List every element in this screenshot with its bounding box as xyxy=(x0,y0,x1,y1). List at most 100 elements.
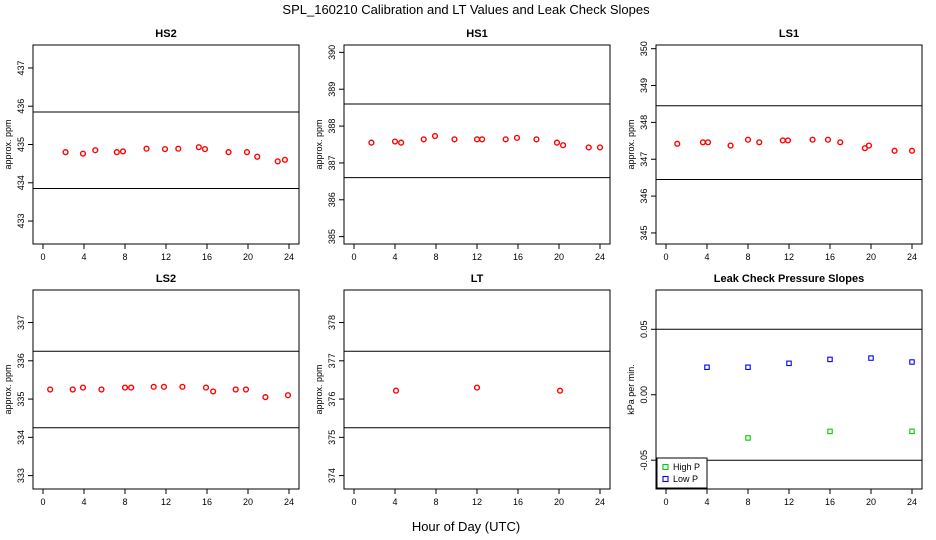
ls2-x-tick-label: 16 xyxy=(202,497,212,507)
hs2-point xyxy=(113,149,120,156)
lt-y-tick-label: 376 xyxy=(327,392,337,407)
hs2-x-tick-label: 0 xyxy=(40,252,45,262)
ls2-plot-frame xyxy=(32,289,300,490)
ls1-point xyxy=(908,147,916,154)
ls2-point xyxy=(210,388,217,395)
lt-x-tick-label: 16 xyxy=(513,497,523,507)
figure-title: SPL_160210 Calibration and LT Values and… xyxy=(282,2,650,17)
hs2-point xyxy=(92,147,99,154)
hs1-point xyxy=(559,142,567,149)
ls1-point xyxy=(837,139,844,146)
hs1-x-tick-label: 4 xyxy=(392,252,397,262)
ls1-point xyxy=(699,139,707,146)
ls1-x-tick-label: 16 xyxy=(825,252,835,262)
hs1-point xyxy=(473,136,481,143)
hs2-point xyxy=(195,144,202,151)
hs2-y-tick-label: 434 xyxy=(16,175,26,190)
hs1-point xyxy=(368,139,375,146)
hs1-point xyxy=(502,136,509,143)
leak-legend: High P Low P xyxy=(656,457,708,489)
lt-y-tick-label: 377 xyxy=(327,353,337,368)
ls2-x-tick-label: 8 xyxy=(122,497,127,507)
hs2-y-tick-label: 435 xyxy=(16,137,26,152)
lt-x-tick-label: 8 xyxy=(433,497,438,507)
ls2-point xyxy=(179,383,186,390)
ls2-title: LS2 xyxy=(156,273,176,285)
ls1-point xyxy=(727,142,734,149)
ls2-point xyxy=(128,384,135,391)
hs2-point xyxy=(201,145,209,153)
legend-label-high-p: High P xyxy=(673,462,700,472)
ls2-x-tick-label: 12 xyxy=(161,497,171,507)
lt-x-tick-label: 20 xyxy=(554,497,564,507)
ls1-point xyxy=(744,136,752,143)
hs2-point xyxy=(225,149,232,156)
hs1-y-tick-label: 385 xyxy=(327,229,337,244)
hs1-point xyxy=(596,144,604,151)
leak-y-axis-label: kPa per min. xyxy=(626,364,636,415)
hs1-point xyxy=(391,138,399,145)
ls1-point xyxy=(779,137,786,144)
hs1-title: HS1 xyxy=(466,28,487,40)
hs1-point xyxy=(513,134,521,141)
hs1-y-tick-label: 390 xyxy=(327,45,337,60)
figure-x-label: Hour of Day (UTC) xyxy=(412,519,520,534)
hs2-title: HS2 xyxy=(155,28,176,40)
hs1-point xyxy=(431,132,439,140)
hs2-point xyxy=(175,145,182,152)
hs1-point xyxy=(479,136,486,143)
lt-x-tick-label: 0 xyxy=(351,497,356,507)
hs2-x-tick-label: 24 xyxy=(284,252,294,262)
ls2-x-tick-label: 24 xyxy=(284,497,294,507)
hs1-plot-frame xyxy=(343,44,611,245)
legend-label-low-p: Low P xyxy=(673,474,698,484)
ls1-point xyxy=(809,136,816,143)
leak-point-low-p xyxy=(827,356,833,363)
ls1-y-tick-label: 349 xyxy=(639,78,649,93)
ls2-point xyxy=(79,384,87,391)
ls1-point xyxy=(865,142,873,149)
panels: HS2 0 4 8 12 16 20 24 433 434 435 436 437 approx. ppm… xyxy=(3,28,923,507)
ls1-point xyxy=(824,136,832,143)
hs2-point xyxy=(281,156,289,163)
hs1-x-tick-label: 0 xyxy=(351,252,356,262)
leak-point-low-p xyxy=(786,360,792,367)
ls2-y-tick-label: 337 xyxy=(16,315,26,330)
hs1-x-tick-label: 20 xyxy=(554,252,564,262)
lt-x-tick-label: 12 xyxy=(472,497,482,507)
ls2-point xyxy=(284,392,292,399)
hs2-x-tick-label: 4 xyxy=(81,252,86,262)
ls2-point xyxy=(262,394,269,401)
ls2-point xyxy=(121,384,129,391)
lt-y-tick-label: 375 xyxy=(327,430,337,445)
leak-x-tick-label: 4 xyxy=(704,497,709,507)
legend-marker-high-p xyxy=(662,463,669,471)
leak-x-tick-label: 0 xyxy=(663,497,668,507)
hs2-point xyxy=(243,149,251,156)
leak-x-tick-label: 20 xyxy=(866,497,876,507)
leak-y-tick-label: -0.05 xyxy=(639,450,649,471)
ls2-point xyxy=(98,386,105,393)
ls2-x-tick-label: 4 xyxy=(81,497,86,507)
ls2-point xyxy=(202,384,210,391)
hs1-x-tick-label: 24 xyxy=(595,252,605,262)
ls2-point xyxy=(160,383,168,390)
ls2-point xyxy=(232,386,239,393)
hs1-x-tick-label: 12 xyxy=(472,252,482,262)
ls2-point xyxy=(150,383,157,390)
lt-x-tick-label: 4 xyxy=(392,497,397,507)
hs2-point xyxy=(254,153,261,160)
hs2-point xyxy=(62,149,69,156)
leak-point-high-p xyxy=(827,428,833,435)
hs2-x-tick-label: 8 xyxy=(122,252,127,262)
ls2-point xyxy=(69,386,76,393)
lt-y-axis-label: approx. ppm xyxy=(314,364,324,414)
hs1-point xyxy=(553,139,561,146)
hs1-point xyxy=(398,139,405,146)
leak-point-low-p xyxy=(745,364,751,370)
hs2-x-tick-label: 12 xyxy=(161,252,171,262)
ls1-point xyxy=(674,140,681,147)
ls1-point xyxy=(756,139,763,146)
leak-y-tick-label: 0.00 xyxy=(639,386,649,404)
hs2-point xyxy=(161,145,169,153)
